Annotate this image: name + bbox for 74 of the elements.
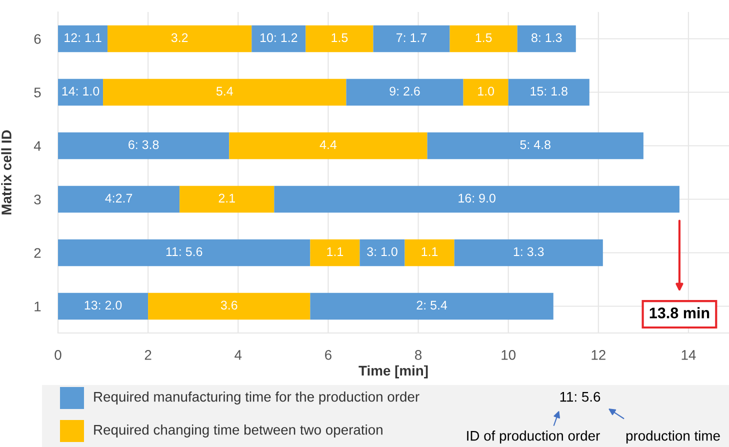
data-label: 9: 2.6	[390, 86, 420, 96]
bar	[274, 186, 680, 213]
bar	[404, 239, 454, 266]
data-label: 10: 1.2	[260, 33, 298, 42]
data-label: 2.1	[218, 194, 235, 202]
text: 11: 5.6	[560, 392, 600, 402]
bar	[373, 25, 450, 52]
data-label: 4.4	[320, 140, 337, 149]
data-label: 1.5	[476, 33, 492, 42]
data-label: 1.5	[332, 33, 348, 42]
bar	[58, 239, 310, 266]
x-axis-title: Time [min]	[358, 365, 428, 378]
bar	[58, 25, 108, 52]
y-tick-label: 2	[34, 248, 41, 258]
bar	[306, 25, 374, 52]
x-tick-label: 8	[415, 350, 422, 360]
bar	[252, 25, 306, 52]
x-tick-label: 0	[54, 350, 62, 360]
y-tick-label: 6	[34, 34, 41, 44]
data-label: 15: 1.8	[530, 86, 568, 96]
bar	[427, 132, 644, 160]
bar	[108, 25, 252, 52]
bar	[454, 239, 603, 266]
data-label: 4:2.7	[105, 194, 132, 202]
data-label: 6: 3.8	[128, 140, 159, 150]
x-tick-label: 12	[592, 350, 606, 360]
data-label: 14: 1.0	[62, 86, 100, 96]
data-label: 1.1	[422, 247, 438, 256]
bar	[58, 292, 148, 320]
bar	[58, 186, 180, 213]
bar	[58, 78, 104, 106]
bar	[508, 78, 590, 106]
bar	[103, 78, 346, 106]
data-label: 3: 1.0	[367, 247, 398, 256]
y-tick-label: 3	[34, 194, 41, 204]
bar	[450, 25, 518, 52]
text: production time	[626, 430, 720, 444]
data-label: 16: 9.0	[458, 194, 496, 203]
y-tick-label: 1	[34, 302, 41, 312]
bar	[360, 239, 405, 266]
text: Required manufacturing time for the production order	[94, 392, 420, 404]
bar	[310, 239, 360, 266]
data-label: 3.2	[171, 33, 188, 42]
x-tick-label: 14	[682, 350, 696, 360]
bar	[463, 78, 508, 106]
data-label: 11: 5.6	[166, 247, 202, 256]
bar	[58, 132, 230, 160]
bar	[148, 292, 310, 320]
text: Required changing time between two operation	[94, 424, 382, 438]
data-label: 5.4	[216, 86, 233, 96]
data-label: 12: 1.1	[64, 33, 102, 42]
bar	[180, 186, 274, 213]
data-label: 5: 4.8	[520, 140, 550, 150]
bar	[229, 132, 428, 160]
data-label: 3.6	[220, 300, 238, 310]
x-tick-label: 10	[502, 350, 516, 360]
annotation: 13.8 min	[650, 307, 710, 318]
data-label: 2: 5.4	[416, 300, 448, 310]
x-tick-label: 2	[144, 350, 152, 360]
data-label: 8: 1.3	[532, 33, 562, 42]
data-label: 7: 1.7	[396, 33, 427, 42]
data-label: 13: 2.0	[84, 300, 122, 310]
y-axis-title: Matrix cell ID	[1, 130, 12, 214]
data-label: 1.0	[478, 86, 494, 96]
x-tick-label: 6	[325, 350, 332, 360]
bar	[346, 78, 464, 106]
y-tick-label: 4	[34, 141, 41, 151]
bar	[310, 292, 554, 320]
data-label: 1: 3.3	[514, 247, 544, 256]
data-label: 1.1	[327, 247, 344, 256]
y-tick-label: 5	[34, 88, 41, 98]
x-tick-label: 4	[234, 350, 242, 360]
bar	[517, 25, 576, 52]
text: ID of production order	[467, 430, 600, 444]
